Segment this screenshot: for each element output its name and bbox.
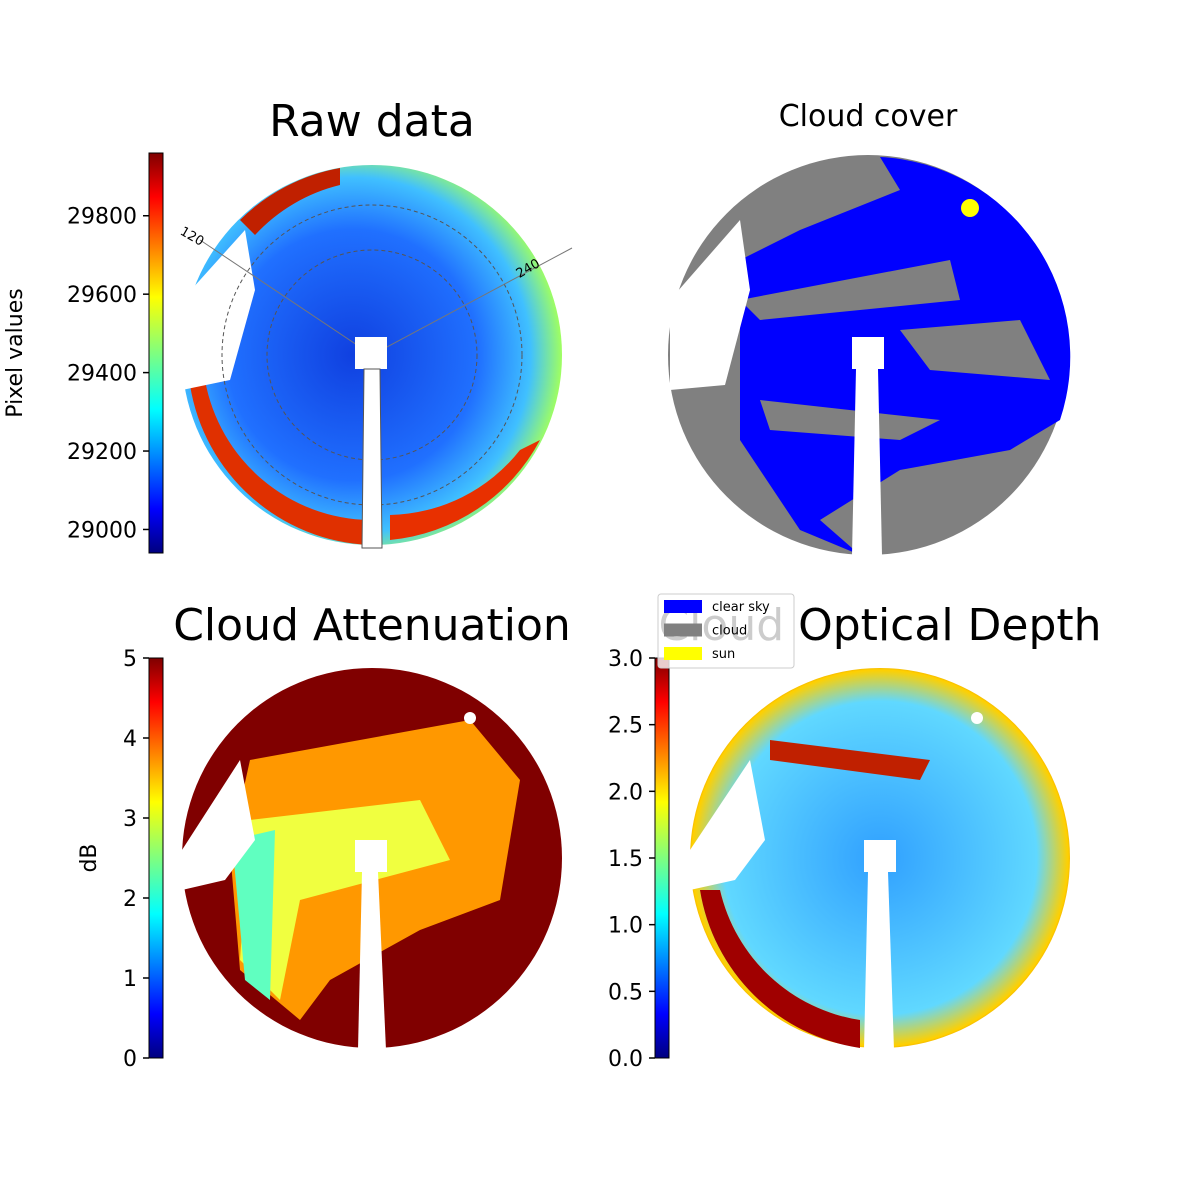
tick-label: 0.5 [608,980,643,1005]
legend-label: sun [712,647,735,662]
panel-title: Raw data [269,96,475,147]
polar-label: 120 [177,224,206,249]
sky-image [182,165,573,549]
legend-swatch [664,647,702,660]
tick-label: 1.5 [608,847,643,872]
tick-label: 4 [123,727,137,752]
legend-swatch [664,623,702,637]
panel-title: Cloud cover [779,99,958,134]
tick-label: 0.0 [608,1047,643,1072]
tick-label: 2.5 [608,714,643,739]
panel-title: Cloud Attenuation [173,600,571,651]
tick-label: 2 [123,887,137,912]
sky-image [668,155,1071,555]
sky-image [182,668,562,1050]
colorbar-label: Pixel values [3,288,28,417]
legend-label: cloud [712,624,747,639]
tick-label: 2.0 [608,780,643,805]
colorbar [148,152,164,554]
tick-label: 29400 [67,362,137,387]
tick-label: 1 [123,967,137,992]
sky-image [690,668,1070,1050]
colorbar [148,657,164,1059]
tick-label: 3 [123,807,137,832]
colorbar-label: dB [77,843,102,872]
legend-label: clear sky [712,600,770,615]
tick-label: 1.0 [608,914,643,939]
legend-swatch [664,600,702,613]
tick-label: 29000 [67,518,137,543]
tick-label: 5 [123,647,137,672]
colorbar [654,657,670,1059]
tick-label: 3.0 [608,647,643,672]
tick-label: 29800 [67,205,137,230]
tick-label: 29600 [67,283,137,308]
tick-label: 29200 [67,440,137,465]
tick-label: 0 [123,1047,137,1072]
